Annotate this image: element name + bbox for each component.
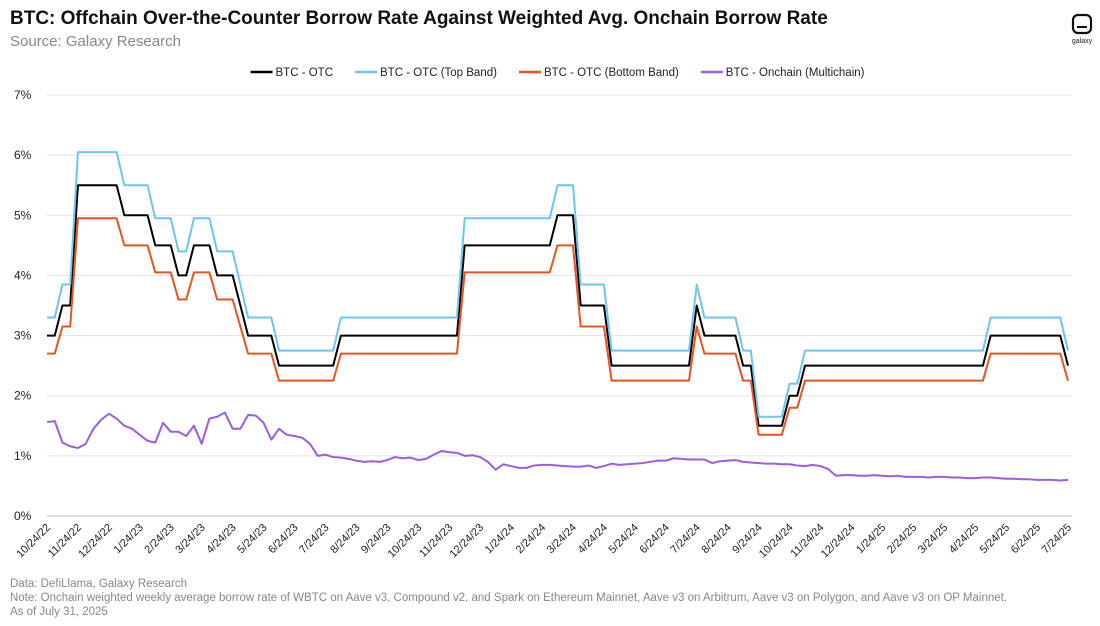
legend-label: BTC - OTC (Bottom Band) [544, 67, 679, 79]
x-tick-label: 10/24/23 [386, 522, 425, 561]
x-tick-label: 4/24/25 [947, 522, 981, 556]
x-tick-label: 5/24/25 [978, 522, 1012, 556]
x-tick-label: 2/24/23 [142, 522, 176, 556]
series-line [47, 151, 1069, 418]
footnote: Data: DefiLlama, Galaxy Research [10, 578, 187, 590]
legend-label: BTC - OTC (Top Band) [380, 67, 497, 79]
x-tick-label: 12/24/24 [819, 522, 858, 561]
x-tick-label: 8/24/23 [328, 522, 362, 556]
legend-label: BTC - OTC [276, 67, 334, 79]
x-tick-label: 7/24/25 [1040, 522, 1074, 556]
x-tick-label: 3/24/24 [545, 522, 579, 556]
series-line [47, 184, 1069, 427]
x-tick-label: 1/24/24 [483, 522, 517, 556]
legend-label: BTC - Onchain (Multichain) [726, 67, 865, 79]
x-tick-label: 4/24/23 [204, 522, 238, 556]
x-tick-label: 6/24/25 [1009, 522, 1043, 556]
y-tick-label: 0% [14, 509, 32, 523]
footnote: As of July 31, 2025 [10, 606, 108, 618]
x-tick-label: 3/24/23 [173, 522, 207, 556]
legend: BTC - OTC BTC - OTC (Top Band) BTC - OTC (… [250, 67, 865, 79]
x-tick-label: 5/24/23 [235, 522, 269, 556]
x-tick-label: 1/24/25 [854, 522, 888, 556]
y-tick-label: 3% [14, 329, 32, 343]
x-tick-label: 6/24/23 [266, 522, 300, 556]
logo: galaxy [1072, 13, 1093, 45]
x-tick-label: 10/24/22 [14, 522, 53, 561]
y-tick-label: 6% [14, 148, 32, 162]
x-tick-label: 12/24/23 [448, 522, 487, 561]
chart-title: BTC: Offchain Over-the-Counter Borrow Ra… [10, 8, 828, 29]
x-tick-label: 12/24/22 [76, 522, 115, 561]
x-tick-label: 4/24/24 [576, 522, 610, 556]
series-line [46, 411, 1069, 482]
x-tick-label: 2/24/25 [885, 522, 919, 556]
x-tick-label: 5/24/24 [607, 522, 641, 556]
footnote: Note: Onchain weighted weekly average bo… [10, 592, 1007, 604]
y-tick-label: 1% [14, 449, 32, 463]
x-tick-label: 1/24/23 [112, 522, 146, 556]
series-line [47, 217, 1069, 436]
y-tick-label: 5% [14, 208, 32, 222]
y-tick-label: 7% [14, 88, 32, 102]
x-tick-label: 2/24/24 [514, 522, 548, 556]
chart-subtitle: Source: Galaxy Research [10, 33, 181, 50]
x-tick-label: 10/24/24 [757, 522, 796, 561]
x-tick-label: 7/24/23 [297, 522, 331, 556]
y-tick-label: 4% [14, 268, 32, 282]
x-tick-label: 7/24/24 [668, 522, 702, 556]
x-tick-label: 6/24/24 [637, 522, 671, 556]
x-tick-label: 8/24/24 [699, 522, 733, 556]
y-tick-label: 2% [14, 389, 32, 403]
x-tick-label: 3/24/25 [916, 522, 950, 556]
logo-text: galaxy [1072, 38, 1093, 45]
